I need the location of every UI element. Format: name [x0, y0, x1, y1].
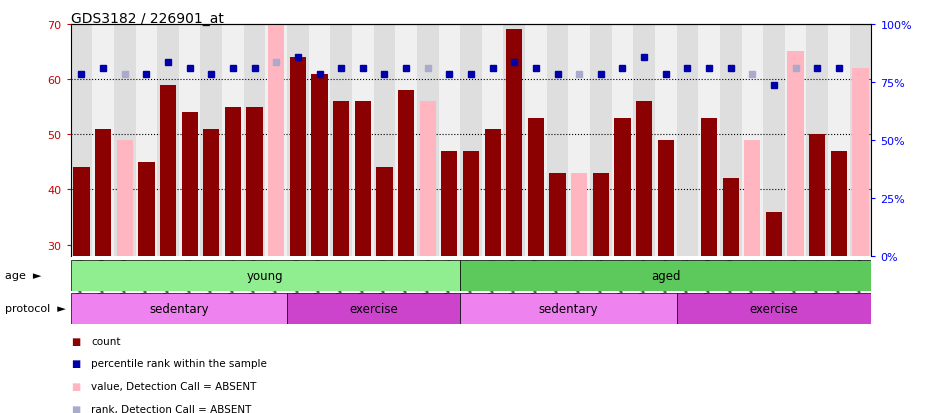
Bar: [785, 25, 806, 256]
Bar: [266, 25, 287, 256]
Bar: [806, 25, 828, 256]
Bar: [287, 25, 309, 256]
Text: GDS3182 / 226901_at: GDS3182 / 226901_at: [71, 12, 223, 26]
Bar: [676, 293, 871, 324]
Text: ■: ■: [71, 404, 80, 413]
Text: value, Detection Call = ABSENT: value, Detection Call = ABSENT: [91, 381, 257, 391]
Bar: [71, 260, 461, 291]
Bar: [701, 119, 717, 256]
Bar: [528, 119, 544, 256]
Bar: [352, 25, 374, 256]
Bar: [333, 102, 349, 256]
Bar: [114, 25, 136, 256]
Bar: [766, 212, 782, 256]
Bar: [636, 102, 652, 256]
Bar: [463, 152, 479, 256]
Bar: [71, 293, 287, 324]
Bar: [850, 25, 871, 256]
Bar: [676, 25, 698, 256]
Bar: [655, 25, 676, 256]
Bar: [419, 102, 436, 256]
Bar: [439, 25, 461, 256]
Text: sedentary: sedentary: [539, 302, 598, 315]
Bar: [571, 173, 587, 256]
Bar: [73, 168, 89, 256]
Bar: [331, 25, 352, 256]
Text: sedentary: sedentary: [149, 302, 209, 315]
Bar: [549, 173, 566, 256]
Bar: [201, 25, 222, 256]
Bar: [828, 25, 850, 256]
Bar: [182, 113, 198, 256]
Text: rank, Detection Call = ABSENT: rank, Detection Call = ABSENT: [91, 404, 252, 413]
Text: percentile rank within the sample: percentile rank within the sample: [91, 358, 268, 368]
Text: ■: ■: [71, 358, 80, 368]
Bar: [461, 293, 676, 324]
Bar: [92, 25, 114, 256]
Bar: [503, 25, 525, 256]
Bar: [658, 140, 674, 256]
Bar: [831, 152, 847, 256]
Bar: [481, 25, 503, 256]
Bar: [312, 74, 328, 256]
Bar: [744, 140, 760, 256]
Bar: [157, 25, 179, 256]
Bar: [741, 25, 763, 256]
Bar: [396, 25, 417, 256]
Text: count: count: [91, 336, 121, 346]
Bar: [309, 25, 331, 256]
Bar: [788, 52, 804, 256]
Text: age  ►: age ►: [5, 271, 41, 281]
Bar: [484, 129, 501, 256]
Bar: [244, 25, 266, 256]
Text: ■: ■: [71, 336, 80, 346]
Bar: [417, 25, 439, 256]
Bar: [290, 58, 306, 256]
Bar: [614, 119, 630, 256]
Bar: [374, 25, 396, 256]
Bar: [611, 25, 633, 256]
Bar: [809, 135, 825, 256]
Bar: [723, 179, 739, 256]
Bar: [117, 140, 133, 256]
Bar: [136, 25, 157, 256]
Text: aged: aged: [651, 269, 680, 282]
Bar: [679, 256, 695, 300]
Bar: [398, 91, 414, 256]
Bar: [698, 25, 720, 256]
Bar: [546, 25, 568, 256]
Bar: [633, 25, 655, 256]
Bar: [525, 25, 546, 256]
Bar: [568, 25, 590, 256]
Bar: [179, 25, 201, 256]
Bar: [71, 25, 92, 256]
Bar: [203, 129, 219, 256]
Bar: [355, 102, 371, 256]
Bar: [376, 168, 393, 256]
Bar: [590, 25, 611, 256]
Bar: [225, 107, 241, 256]
Bar: [441, 152, 458, 256]
Text: exercise: exercise: [750, 302, 798, 315]
Bar: [287, 293, 461, 324]
Bar: [222, 25, 244, 256]
Bar: [593, 173, 609, 256]
Bar: [720, 25, 741, 256]
Text: ■: ■: [71, 381, 80, 391]
Bar: [506, 30, 523, 256]
Bar: [461, 25, 481, 256]
Text: exercise: exercise: [349, 302, 398, 315]
Bar: [763, 25, 785, 256]
Text: young: young: [247, 269, 284, 282]
Text: protocol  ►: protocol ►: [5, 304, 65, 314]
Bar: [268, 25, 284, 256]
Bar: [138, 162, 154, 256]
Bar: [461, 260, 871, 291]
Bar: [95, 129, 111, 256]
Bar: [160, 85, 176, 256]
Bar: [247, 107, 263, 256]
Bar: [853, 69, 869, 256]
